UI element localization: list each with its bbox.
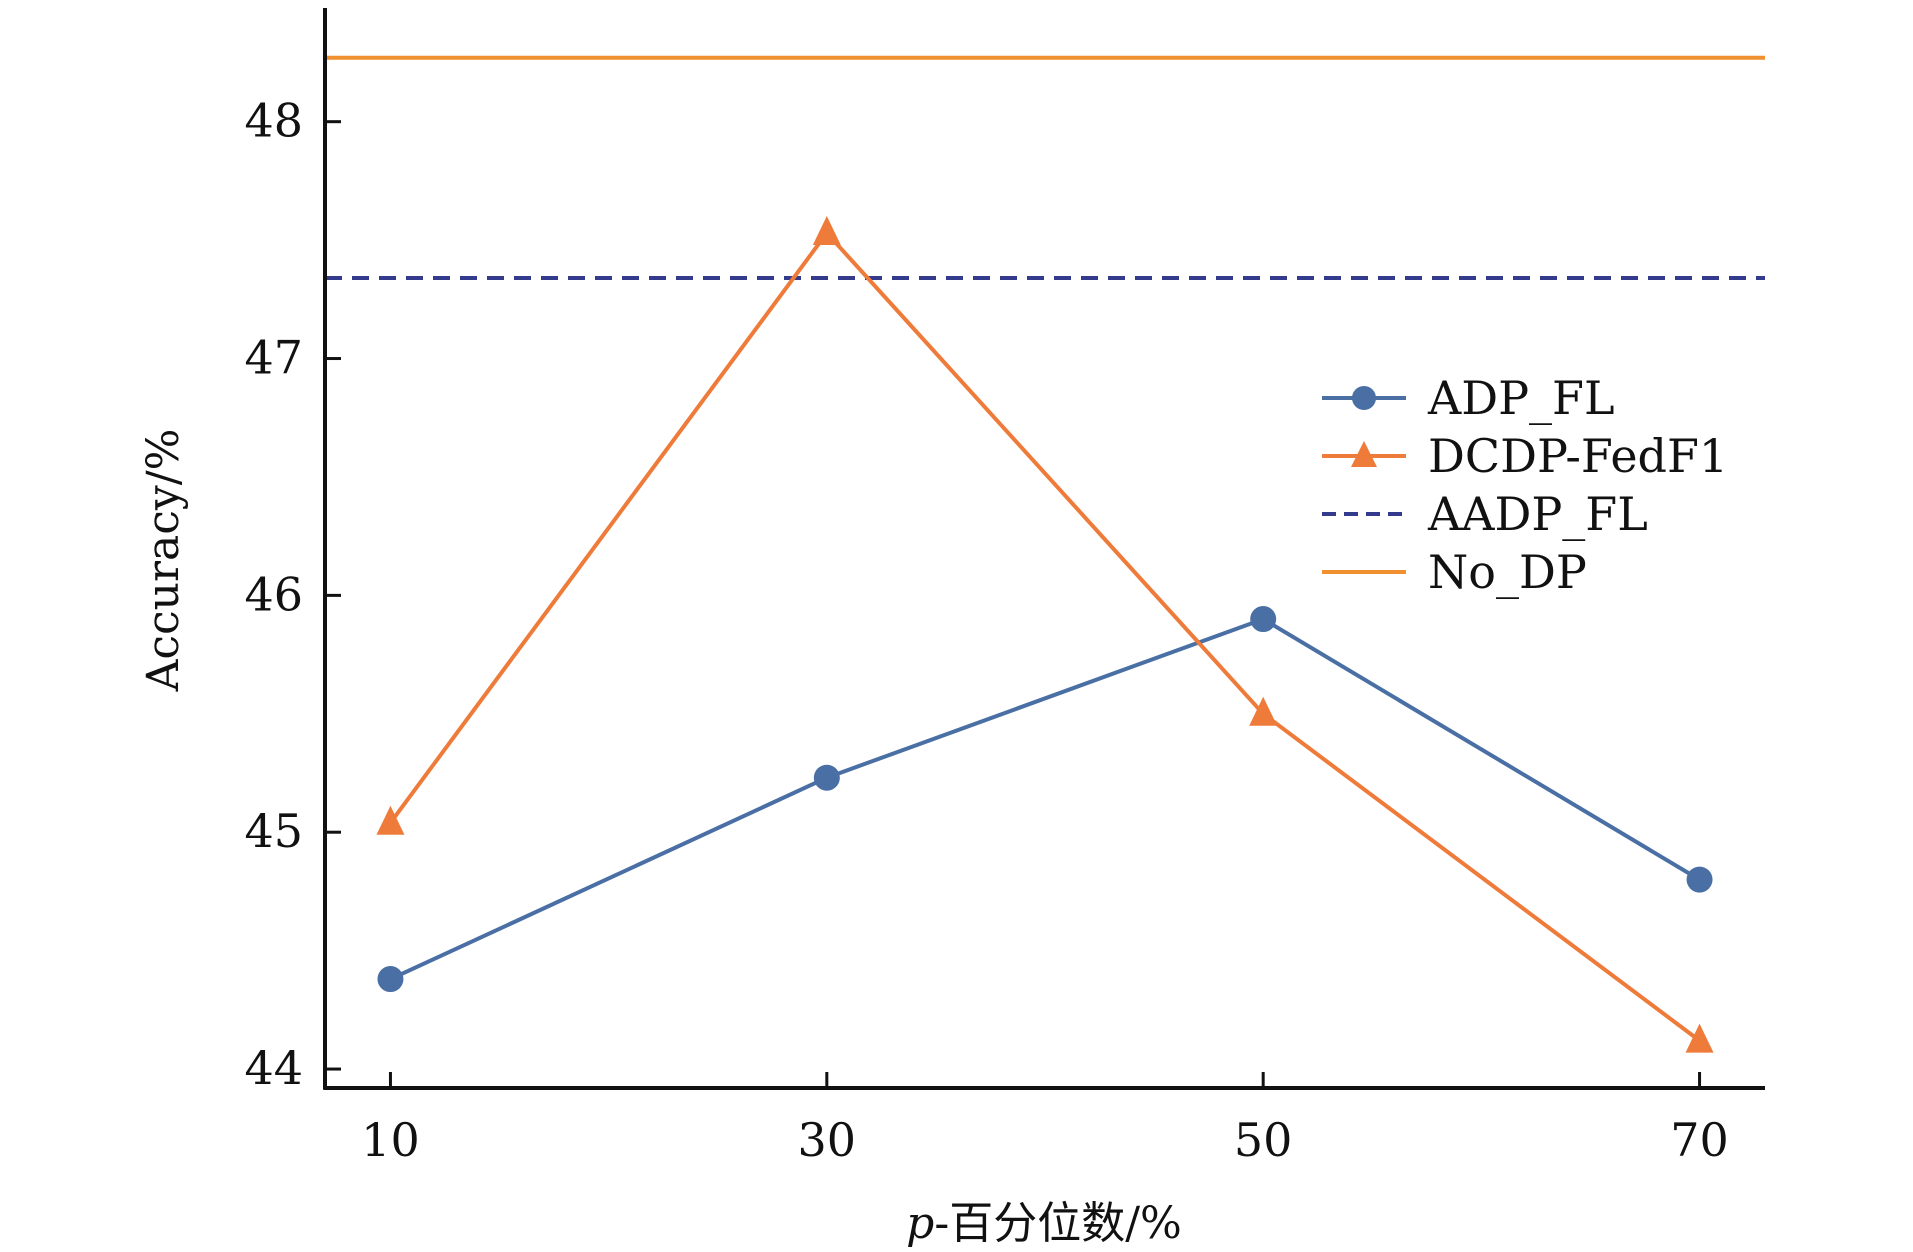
y-tick-label-44: 44	[244, 1041, 303, 1095]
axes	[323, 8, 1765, 1090]
x-axis-title-rest: -百分位数/%	[934, 1198, 1182, 1249]
point-dcdp-fedf1-70	[1685, 1023, 1714, 1053]
legend-label-adp-fl: ADP_FL	[1427, 371, 1615, 425]
reference-lines	[325, 55, 1765, 280]
y-axis-title: Accuracy/%	[138, 429, 189, 693]
series-line-adp-fl	[389, 617, 1701, 981]
series-lines	[388, 231, 1701, 1043]
point-dcdp-fedf1-10	[376, 805, 405, 835]
y-tick-label-48: 48	[244, 94, 303, 148]
legend-marker-dcdp-fedf1	[1351, 441, 1377, 467]
point-adp-fl-70	[1686, 866, 1713, 893]
x-tick-label-70: 70	[1670, 1113, 1729, 1167]
ticks: 44 45 46 47 48 10 30 50 70	[244, 94, 1728, 1167]
x-tick-label-10: 10	[361, 1113, 420, 1167]
point-dcdp-fedf1-30	[812, 216, 841, 245]
y-tick-label-46: 46	[244, 567, 303, 621]
legend-label-dcdp-fedf1: DCDP-FedF1	[1428, 429, 1728, 483]
point-dcdp-fedf1-50	[1249, 696, 1278, 726]
x-tick-label-50: 50	[1234, 1113, 1293, 1167]
x-axis-title-variable: p	[906, 1198, 934, 1249]
series-line-dcdp-fedf1	[388, 231, 1701, 1043]
legend-label-aadp-fl: AADP_FL	[1427, 487, 1648, 541]
point-adp-fl-10	[377, 966, 404, 993]
point-adp-fl-30	[813, 764, 840, 791]
markers	[376, 216, 1714, 1053]
y-tick-label-45: 45	[244, 804, 303, 858]
legend-label-no-dp: No_DP	[1428, 545, 1587, 599]
legend-marker-adp-fl	[1352, 386, 1376, 410]
y-tick-label-47: 47	[244, 331, 303, 385]
x-tick-label-30: 30	[798, 1113, 857, 1167]
point-adp-fl-50	[1250, 606, 1277, 633]
x-axis-title: p-百分位数/%	[906, 1198, 1182, 1249]
